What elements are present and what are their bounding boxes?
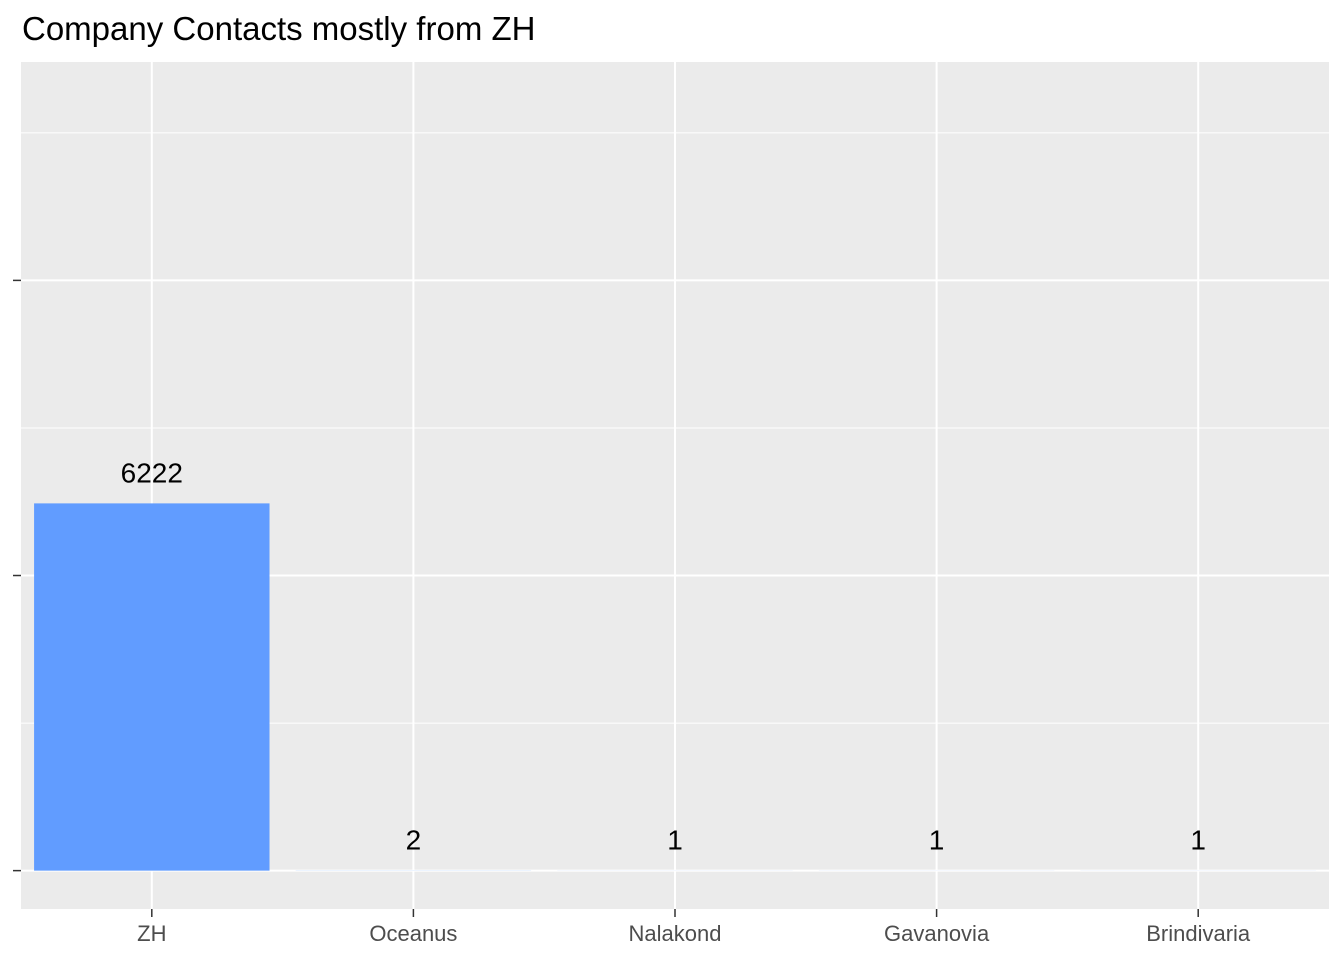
chart-title: Company Contacts mostly from ZH (22, 10, 536, 47)
y-axis (13, 279, 21, 872)
bar-zh (34, 503, 270, 871)
x-tick-label: Gavanovia (884, 921, 990, 946)
bars (34, 503, 1316, 871)
x-tick-label: Oceanus (369, 921, 457, 946)
x-tick-label: Nalakond (629, 921, 722, 946)
data-label: 1 (929, 825, 945, 856)
data-label: 1 (667, 825, 683, 856)
data-label: 6222 (121, 457, 183, 488)
x-tick-label: ZH (137, 921, 166, 946)
x-tick-label: Brindivaria (1146, 921, 1251, 946)
data-label: 2 (406, 825, 422, 856)
data-label: 1 (1190, 825, 1206, 856)
x-axis: ZH Oceanus Nalakond Gavanovia Brindivaria (137, 909, 1251, 946)
data-labels: 6222 2 1 1 1 (121, 457, 1206, 855)
